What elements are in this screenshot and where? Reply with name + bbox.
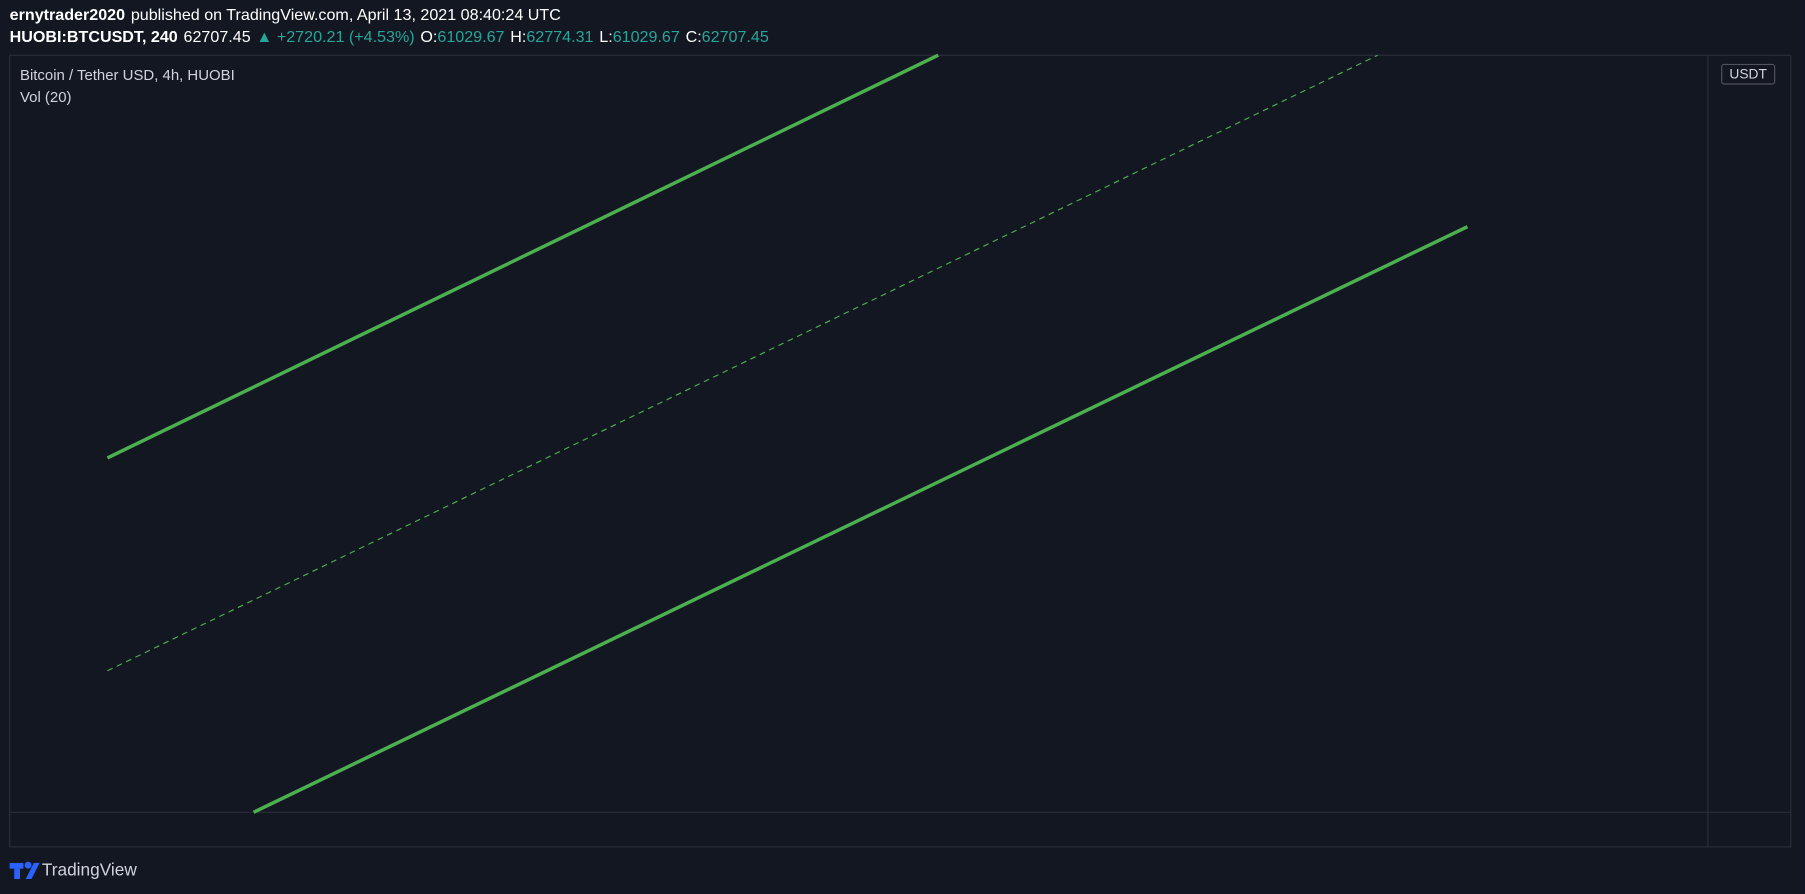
- brand: TradingView: [42, 860, 137, 880]
- indicator: Vol (20): [20, 89, 72, 106]
- ohlc-label: H:: [510, 28, 526, 46]
- header-line1: ernytrader2020 published on TradingView.c…: [10, 6, 562, 24]
- ohlc-value: 61029.67: [613, 28, 680, 46]
- last: 62707.45: [184, 28, 251, 46]
- ohlc-value: 62707.45: [702, 28, 769, 46]
- ohlc-label: O:: [420, 28, 437, 46]
- header-line2: HUOBI:BTCUSDT, 240 62707.45 ▲ +2720.21 (+4…: [10, 28, 769, 46]
- symbol: HUOBI:BTCUSDT, 240: [10, 28, 178, 46]
- channel-mid: [107, 54, 1378, 672]
- author: ernytrader2020: [10, 6, 125, 24]
- ohlc-label: C:: [686, 28, 702, 46]
- currency-box: [1721, 63, 1776, 85]
- trend-lines: [106, 53, 1469, 814]
- ohlc-value: 62774.31: [526, 28, 593, 46]
- chart-frame: [9, 54, 1792, 848]
- currency: USDT: [1729, 66, 1767, 81]
- channel-top: [106, 53, 939, 460]
- chart-title: Bitcoin / Tether USD, 4h, HUOBI: [20, 67, 235, 84]
- channel-bottom: [252, 225, 1469, 814]
- ohlc-value: 61029.67: [437, 28, 504, 46]
- change: ▲ +2720.21 (+4.53%): [256, 28, 414, 46]
- published: published on TradingView.com, April 13, …: [131, 6, 561, 24]
- logo: [9, 861, 40, 880]
- ohlc-label: L:: [599, 28, 612, 46]
